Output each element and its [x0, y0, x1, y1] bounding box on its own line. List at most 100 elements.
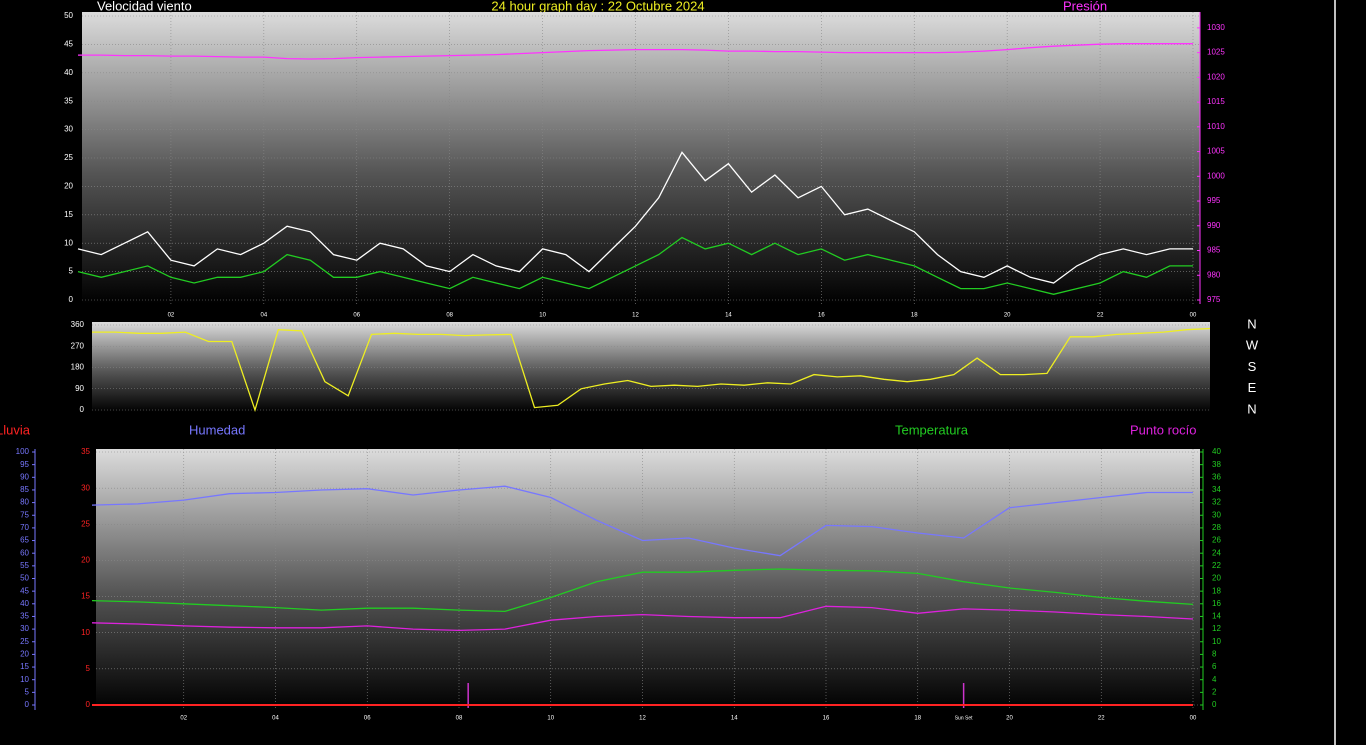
- y-tick-label: 975: [1207, 295, 1221, 304]
- y-tick-label: 36: [1212, 472, 1221, 481]
- y-tick-label: 2: [1212, 687, 1217, 696]
- y-tick-label: 14: [1212, 612, 1221, 621]
- x-tick-label: 18: [911, 313, 918, 319]
- y-tick-label: E: [1248, 380, 1257, 395]
- y-tick-label: 60: [20, 548, 29, 557]
- x-tick-label: 14: [725, 313, 732, 319]
- y-tick-label: 180: [71, 363, 85, 372]
- y-tick-label: 5: [69, 267, 74, 276]
- y-tick-label: 5: [25, 687, 30, 696]
- y-tick-label: 0: [86, 700, 91, 709]
- y-tick-label: N: [1247, 401, 1256, 416]
- y-tick-label: 85: [20, 485, 29, 494]
- y-tick-label: 4: [1212, 675, 1217, 684]
- legend-label: Punto rocío: [1130, 422, 1197, 437]
- x-tick-label: 08: [456, 716, 463, 722]
- y-tick-label: 16: [1212, 599, 1221, 608]
- x-tick-label: 12: [639, 716, 646, 722]
- y-tick-label: 25: [81, 519, 90, 528]
- series-line: [91, 605, 1194, 632]
- x-tick-label: 06: [353, 313, 360, 319]
- y-tick-label: 360: [71, 320, 85, 329]
- y-tick-label: 25: [64, 153, 73, 162]
- y-tick-label: 15: [20, 662, 29, 671]
- y-tick-label: 30: [81, 483, 90, 492]
- y-tick-label: 995: [1207, 196, 1221, 205]
- x-tick-label: 06: [364, 716, 371, 722]
- y-tick-label: 50: [64, 11, 73, 20]
- y-tick-label: 34: [1212, 485, 1221, 494]
- legend-label: Velocidad viento: [97, 0, 192, 13]
- y-tick-label: 8: [1212, 650, 1217, 659]
- y-tick-label: 75: [20, 510, 29, 519]
- y-tick-label: 20: [20, 650, 29, 659]
- y-tick-label: S: [1248, 359, 1257, 374]
- y-tick-label: 1000: [1207, 171, 1225, 180]
- y-tick-label: 40: [1212, 447, 1221, 456]
- series-line: [78, 43, 1193, 60]
- y-tick-label: 5: [86, 664, 91, 673]
- x-tick-label: 00: [1190, 716, 1197, 722]
- x-tick-label: 02: [168, 313, 175, 319]
- y-tick-label: 0: [1212, 700, 1217, 709]
- legend-label: Temperatura: [895, 422, 969, 437]
- y-tick-label: 1020: [1207, 72, 1225, 81]
- y-tick-label: 1015: [1207, 97, 1225, 106]
- sun-label: Sun Set: [955, 715, 973, 721]
- y-tick-label: 100: [16, 447, 30, 456]
- y-tick-label: 10: [64, 238, 73, 247]
- y-tick-label: 0: [25, 700, 30, 709]
- y-tick-label: 985: [1207, 246, 1221, 255]
- series-line: [91, 485, 1193, 557]
- y-tick-label: 95: [20, 460, 29, 469]
- y-tick-label: N: [1247, 316, 1256, 331]
- y-tick-label: 30: [64, 125, 73, 134]
- y-tick-label: 20: [64, 182, 73, 191]
- y-tick-label: 1005: [1207, 147, 1225, 156]
- y-tick-label: 0: [80, 405, 85, 414]
- y-tick-label: 40: [20, 599, 29, 608]
- y-tick-label: 18: [1212, 586, 1221, 595]
- y-tick-label: 30: [20, 624, 29, 633]
- y-tick-label: 40: [64, 68, 73, 77]
- y-tick-label: 12: [1212, 624, 1221, 633]
- x-tick-label: 16: [823, 716, 830, 722]
- x-tick-label: 22: [1097, 313, 1104, 319]
- x-tick-label: 10: [539, 313, 546, 319]
- x-tick-label: 02: [180, 716, 187, 722]
- y-tick-label: 10: [20, 675, 29, 684]
- chart-title: 24 hour graph day : 22 Octubre 2024: [491, 0, 704, 13]
- plot-background: [92, 322, 1210, 412]
- x-tick-label: 14: [731, 716, 738, 722]
- y-tick-label: 70: [20, 523, 29, 532]
- y-tick-label: 6: [1212, 662, 1217, 671]
- y-tick-label: 10: [1212, 637, 1221, 646]
- x-tick-label: 22: [1098, 716, 1105, 722]
- x-tick-label: 20: [1004, 313, 1011, 319]
- y-tick-label: 0: [69, 295, 74, 304]
- y-tick-label: 990: [1207, 221, 1221, 230]
- x-tick-label: 04: [260, 313, 267, 319]
- y-tick-label: 1025: [1207, 48, 1225, 57]
- y-tick-label: 15: [64, 210, 73, 219]
- x-tick-label: 04: [272, 716, 279, 722]
- y-tick-label: 90: [20, 472, 29, 481]
- y-tick-label: 50: [20, 574, 29, 583]
- series-line: [77, 236, 1193, 295]
- x-tick-label: 08: [446, 313, 453, 319]
- y-tick-label: 25: [20, 637, 29, 646]
- y-tick-label: 22: [1212, 561, 1221, 570]
- x-tick-label: 20: [1006, 716, 1013, 722]
- y-tick-label: 24: [1212, 548, 1221, 557]
- legend-label: Lluvia: [0, 422, 31, 437]
- x-tick-label: 16: [818, 313, 825, 319]
- y-tick-label: 20: [81, 556, 90, 565]
- y-tick-label: 10: [81, 628, 90, 637]
- y-tick-label: 15: [81, 592, 90, 601]
- y-tick-label: 32: [1212, 498, 1221, 507]
- y-tick-label: W: [1246, 338, 1259, 353]
- series-line: [92, 327, 1211, 413]
- y-tick-label: 35: [81, 447, 90, 456]
- y-tick-label: 980: [1207, 270, 1221, 279]
